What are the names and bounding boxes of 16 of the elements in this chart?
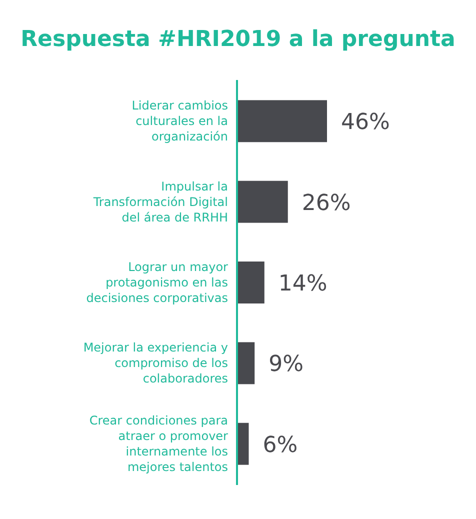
data-label: 46% [341, 110, 390, 136]
y-tick-label: Liderar cambios culturales en la organización [132, 98, 228, 144]
y-tick-label: Mejorar la experiencia y compromiso de los colaboradores [83, 340, 228, 386]
y-tick-label: Lograr un mayor protagonismo en las decisiones corporativas [86, 260, 228, 305]
y-tick-label: Impulsar la Transformación Digital del área de RRHH [92, 179, 228, 224]
bar [237, 262, 264, 304]
data-label: 26% [302, 190, 351, 216]
bar [237, 422, 249, 465]
data-label: 6% [262, 432, 298, 458]
bar [237, 100, 327, 142]
data-label: 14% [278, 272, 328, 296]
chart-title: Respuesta #HRI2019 a la pregunta [20, 27, 456, 52]
data-label: 9% [268, 352, 304, 378]
y-tick-label: Crear condiciones para atraer o promover internamente los mejores talentos [89, 414, 228, 474]
bar [237, 180, 288, 223]
bar [237, 342, 255, 384]
